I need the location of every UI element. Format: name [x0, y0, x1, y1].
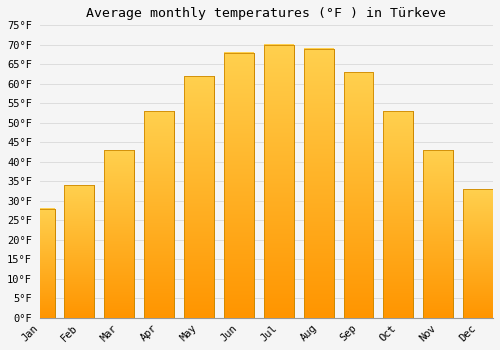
Bar [384, 111, 414, 318]
Bar [64, 185, 94, 318]
Bar [184, 76, 214, 318]
Bar [184, 76, 214, 318]
Bar [224, 52, 254, 318]
Bar [344, 72, 374, 318]
Bar [424, 150, 453, 318]
Bar [64, 185, 94, 318]
Bar [144, 111, 174, 318]
Title: Average monthly temperatures (°F ) in Türkeve: Average monthly temperatures (°F ) in Tü… [86, 7, 446, 20]
Bar [344, 72, 374, 318]
Bar [144, 111, 174, 318]
Bar [104, 150, 134, 318]
Bar [104, 150, 134, 318]
Bar [264, 45, 294, 318]
Bar [304, 49, 334, 318]
Bar [24, 209, 54, 318]
Bar [463, 189, 493, 318]
Bar [463, 189, 493, 318]
Bar [24, 209, 54, 318]
Bar [264, 45, 294, 318]
Bar [424, 150, 453, 318]
Bar [224, 52, 254, 318]
Bar [304, 49, 334, 318]
Bar [384, 111, 414, 318]
